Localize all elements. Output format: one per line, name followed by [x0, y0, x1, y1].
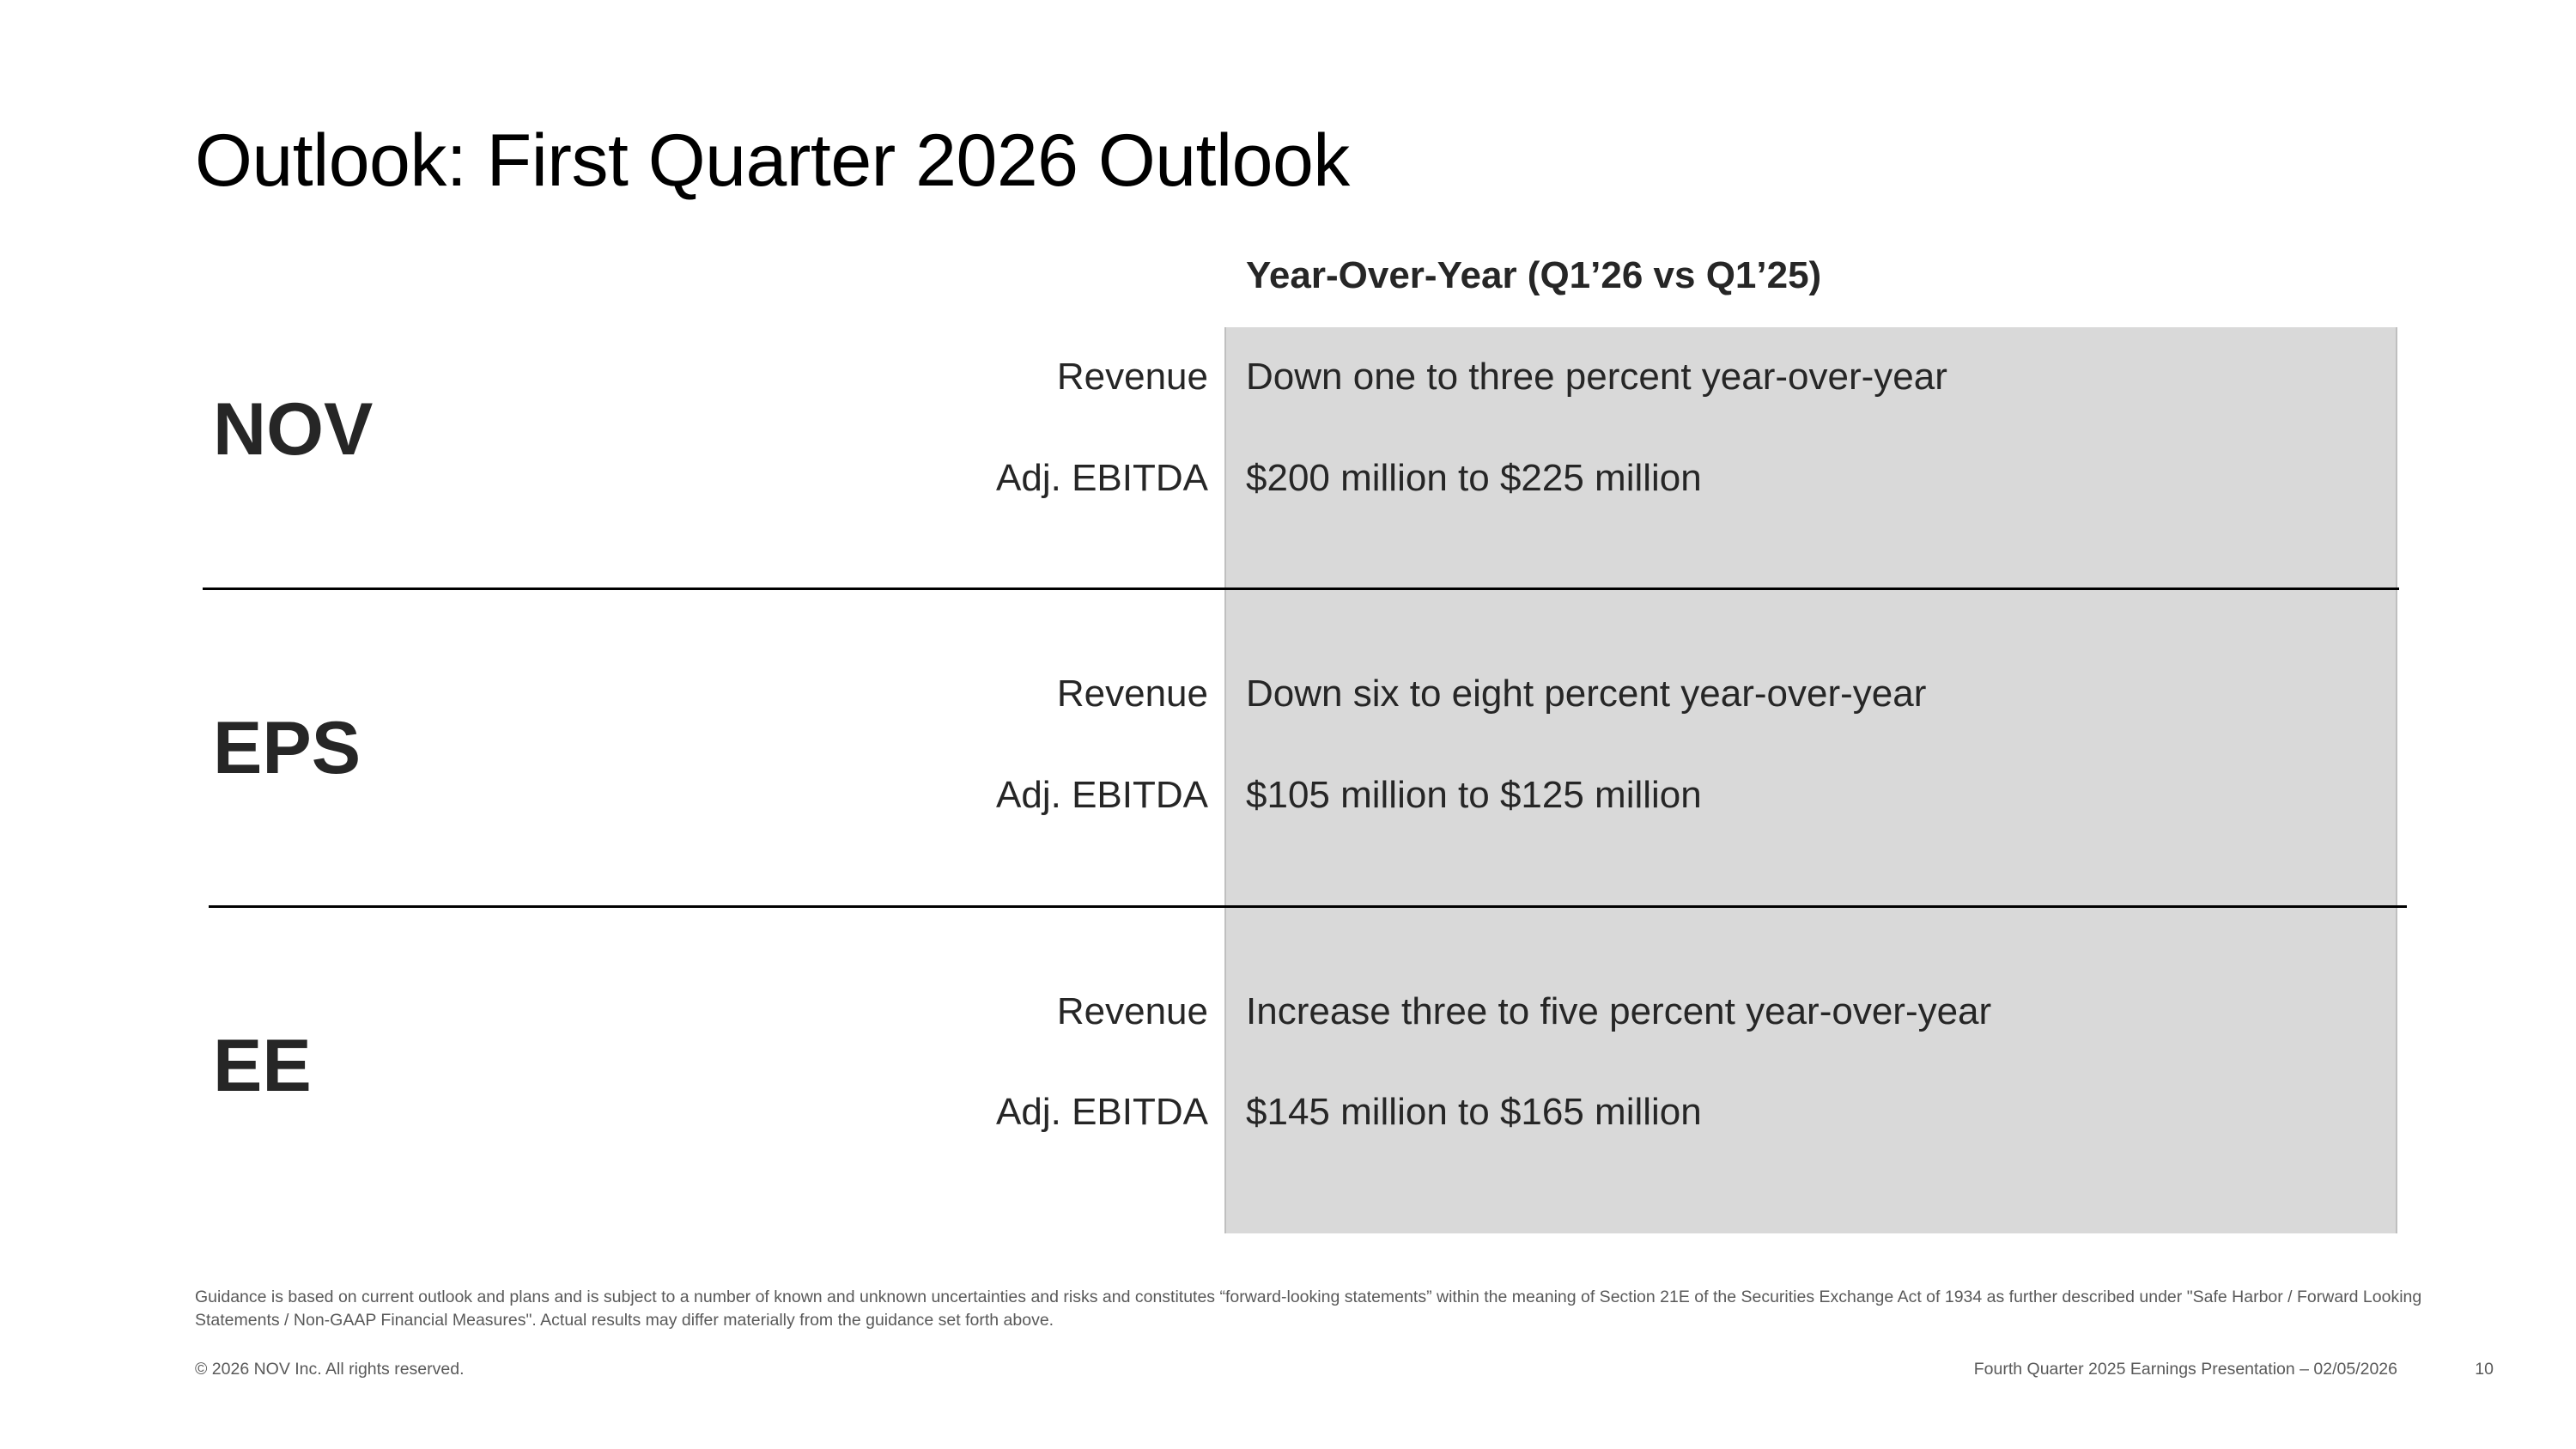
ebitda-label: Adj. EBITDA	[996, 1091, 1208, 1133]
segment-name: EE	[213, 1025, 312, 1107]
revenue-label: Revenue	[1056, 673, 1208, 715]
revenue-value: Increase three to five percent year-over…	[1246, 990, 1992, 1032]
segment-name: EPS	[213, 707, 361, 789]
segment-name: NOV	[213, 388, 374, 471]
segment-divider	[209, 905, 2407, 908]
ebitda-label: Adj. EBITDA	[996, 774, 1208, 816]
copyright-notice: © 2026 NOV Inc. All rights reserved.	[195, 1360, 465, 1379]
revenue-value: Down six to eight percent year-over-year	[1246, 673, 1927, 715]
revenue-value: Down one to three percent year-over-year	[1246, 356, 1947, 398]
column-header: Year-Over-Year (Q1’26 vs Q1’25)	[1246, 254, 1822, 296]
segment-divider	[203, 588, 2399, 590]
presentation-label: Fourth Quarter 2025 Earnings Presentatio…	[1973, 1360, 2397, 1379]
page-title: Outlook: First Quarter 2026 Outlook	[195, 119, 1350, 202]
outlook-values-panel	[1224, 327, 2397, 1233]
ebitda-value: $105 million to $125 million	[1246, 774, 1702, 816]
ebitda-label: Adj. EBITDA	[996, 457, 1208, 499]
guidance-disclaimer: Guidance is based on current outlook and…	[195, 1288, 2422, 1330]
ebitda-value: $200 million to $225 million	[1246, 457, 1702, 499]
page-number: 10	[2475, 1360, 2494, 1379]
revenue-label: Revenue	[1056, 356, 1208, 398]
ebitda-value: $145 million to $165 million	[1246, 1091, 1702, 1133]
revenue-label: Revenue	[1056, 990, 1208, 1032]
